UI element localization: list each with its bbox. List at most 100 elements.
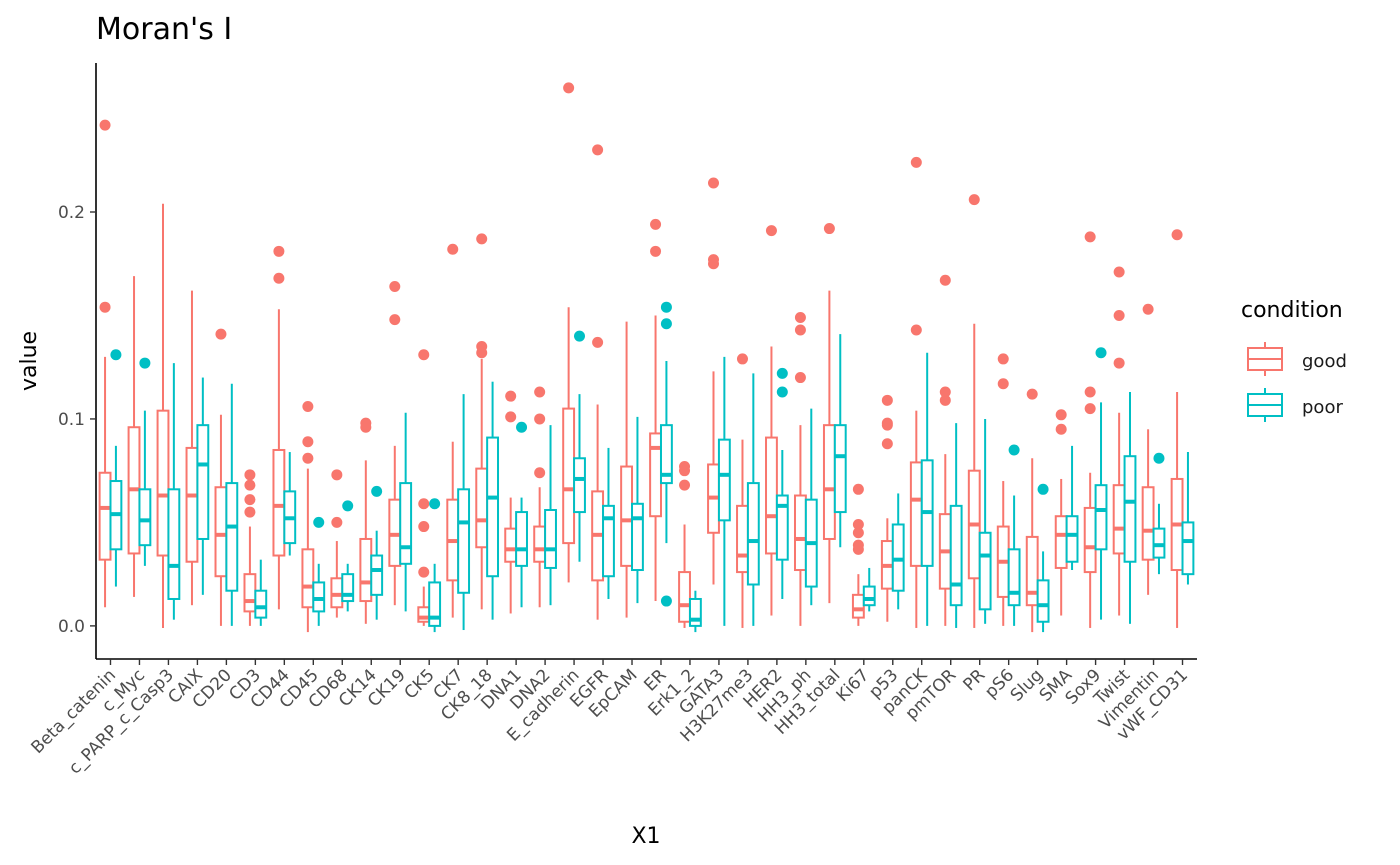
outlier-point [776, 386, 788, 398]
outlier-point [1113, 266, 1125, 278]
box-poor-CD44 [283, 452, 297, 556]
box-poor-p53 [891, 493, 905, 610]
box-good-DNA1 [504, 390, 518, 614]
box-iqr [833, 424, 847, 514]
box-iqr [688, 597, 702, 627]
box-iqr [196, 424, 210, 540]
outlier-point [939, 274, 951, 286]
box-good-Beta_catenin [98, 119, 112, 608]
series-poor [109, 301, 1195, 633]
box-good-vWF_CD31 [1170, 229, 1184, 628]
legend-label-good: good [1302, 351, 1347, 372]
series-good [98, 82, 1184, 633]
y-axis-title: value [17, 331, 42, 391]
outlier-point [708, 177, 720, 189]
outlier-point [910, 324, 922, 336]
box-iqr [388, 498, 402, 567]
x-axis-title: X1 [631, 824, 660, 849]
box-iqr [717, 438, 731, 522]
outlier-point [852, 483, 864, 495]
outlier-point [650, 218, 662, 230]
outlier-point [302, 436, 314, 448]
outlier-point [418, 566, 430, 578]
box-iqr [631, 502, 644, 572]
box-poor-HER2 [775, 367, 789, 599]
box-iqr [167, 488, 181, 600]
box-good-Sox9 [1083, 231, 1097, 628]
outlier-point [660, 595, 672, 607]
box-iqr [602, 504, 615, 578]
outlier-point [302, 452, 314, 464]
box-iqr [949, 504, 963, 607]
legend-title: condition [1241, 298, 1343, 323]
outlier-point [505, 390, 517, 402]
box-iqr [370, 554, 384, 596]
box-good-EpCAM [620, 321, 634, 618]
outlier-point [244, 469, 256, 481]
outlier-point [139, 357, 151, 369]
box-iqr [649, 432, 662, 518]
box-iqr [678, 571, 691, 623]
box-poor-CD20 [225, 383, 239, 626]
box-poor-Beta_catenin [109, 349, 123, 587]
box-iqr [978, 531, 992, 611]
box-poor-GATA3 [717, 356, 731, 626]
box-good-CK7 [446, 243, 460, 618]
box-good-H3K27me3 [736, 353, 749, 628]
box-iqr [1007, 548, 1021, 607]
box-poor-Ki67 [862, 567, 876, 612]
box-poor-c_PARP_c_Casp3 [167, 363, 181, 620]
box-iqr [486, 436, 500, 578]
box-iqr [793, 494, 807, 572]
outlier-point [1084, 403, 1096, 415]
plot-area [98, 82, 1195, 633]
box-good-PR [967, 194, 981, 628]
box-poor-CK19 [399, 412, 413, 612]
outlier-point [736, 353, 748, 365]
box-iqr [475, 467, 489, 549]
outlier-point [342, 500, 354, 512]
outlier-point [244, 479, 256, 491]
outlier-point [418, 349, 430, 361]
box-poor-Erk1_2 [688, 590, 702, 633]
legend-keys [1247, 342, 1283, 422]
box-iqr [254, 589, 268, 619]
box-iqr [341, 573, 355, 603]
box-poor-DNA2 [544, 425, 557, 606]
box-good-c_PARP_c_Casp3 [156, 203, 170, 628]
legend-label-poor: poor [1302, 397, 1343, 418]
box-good-CK19 [388, 281, 402, 606]
outlier-point [650, 245, 662, 257]
outlier-point [592, 144, 604, 156]
outlier-point [708, 258, 720, 270]
box-iqr [312, 581, 326, 613]
box-iqr [862, 585, 876, 607]
box-iqr [359, 537, 373, 603]
box-good-Slug [1025, 388, 1039, 633]
box-poor-ER [659, 301, 673, 607]
outlier-point [99, 301, 111, 313]
outlier-point [592, 336, 604, 348]
box-good-CK8_18 [475, 233, 489, 610]
box-iqr [775, 494, 789, 561]
box-iqr [225, 482, 239, 592]
box-good-ER [649, 218, 662, 602]
box-poor-CD45 [312, 516, 326, 626]
y-tick-label: 0.1 [58, 410, 85, 430]
outlier-point [910, 156, 922, 168]
outlier-point [997, 353, 1009, 365]
box-good-HH3_ph [793, 312, 807, 626]
box-iqr [301, 548, 315, 609]
box-poor-EGFR [602, 447, 615, 599]
box-good-HER2 [765, 225, 778, 616]
outlier-point [505, 411, 517, 423]
box-good-DNA2 [533, 386, 547, 608]
outlier-point [244, 506, 256, 518]
outlier-point [534, 413, 546, 425]
box-iqr [1141, 486, 1155, 561]
outlier-point [968, 194, 980, 206]
outlier-point [1171, 229, 1183, 241]
outlier-point [360, 421, 372, 433]
outlier-point [1055, 423, 1067, 435]
